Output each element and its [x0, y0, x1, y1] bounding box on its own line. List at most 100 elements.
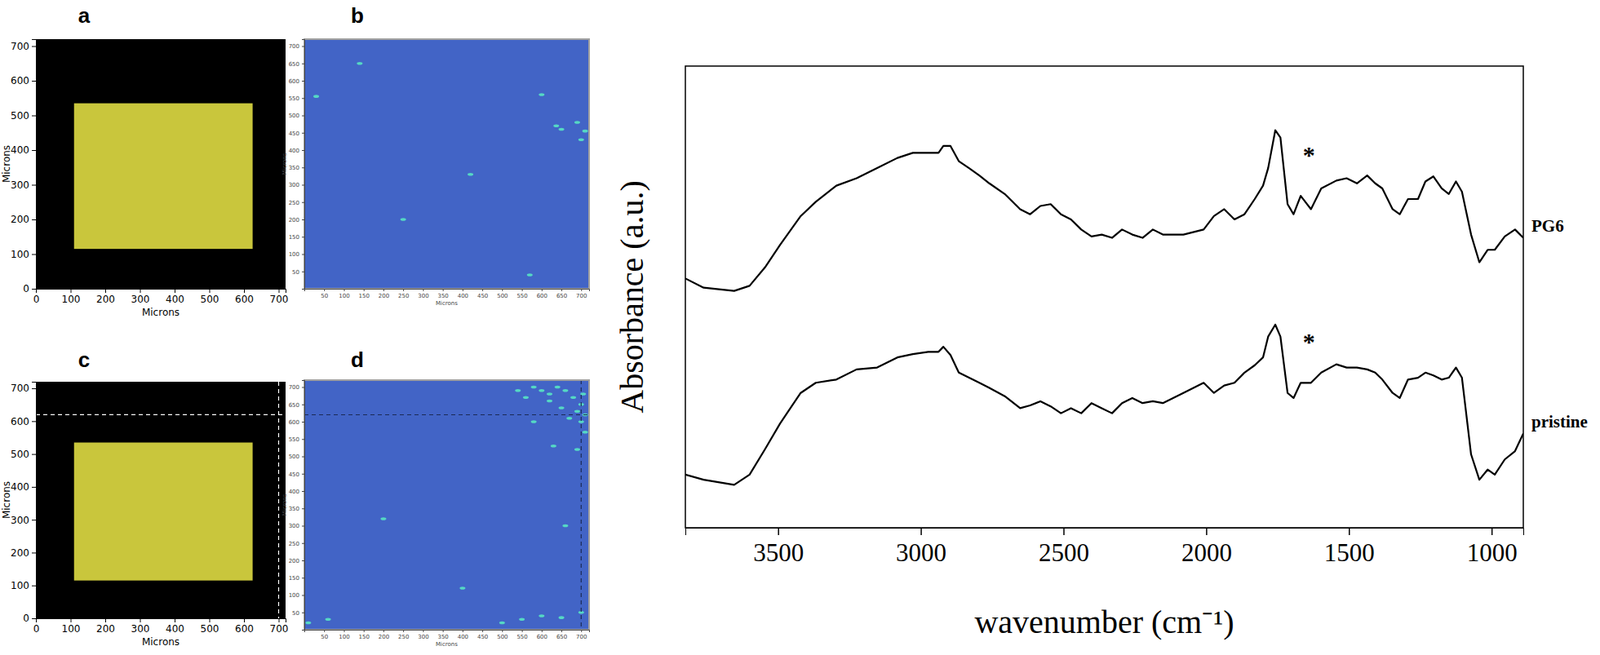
- tick-mark: [31, 552, 36, 554]
- tick-label: 250: [288, 540, 300, 547]
- tick: 500: [288, 453, 305, 461]
- tick-label: 500: [496, 633, 508, 641]
- axis-line: [305, 630, 590, 634]
- axis-xticks: 0100200300400500600700: [33, 618, 289, 635]
- tick: 200: [378, 629, 390, 641]
- tick-label: 700: [270, 623, 289, 635]
- tick-mark: [209, 288, 211, 293]
- tick-mark: [301, 474, 305, 475]
- tick: 700: [288, 384, 305, 391]
- tick-label: 350: [437, 633, 448, 641]
- tick-label: 700: [288, 43, 300, 50]
- axis-line: [36, 289, 287, 294]
- tick-label: 200: [378, 633, 390, 641]
- cursor-horizontal: [35, 414, 286, 416]
- tick-label: 600: [234, 293, 254, 306]
- tick: 50: [320, 629, 328, 641]
- tick-label: 350: [288, 164, 300, 172]
- tick-label: 550: [516, 633, 528, 641]
- tick-mark: [31, 487, 36, 488]
- tick-mark: [243, 288, 245, 293]
- tick-mark: [301, 271, 305, 273]
- tick-mark: [541, 629, 543, 633]
- spot: [550, 444, 557, 448]
- tick-label: 700: [10, 40, 30, 53]
- tick-mark: [31, 618, 36, 620]
- tick: 300: [131, 288, 151, 306]
- tick-mark: [301, 612, 305, 614]
- axis-yticks: 5010015020025030035040045050055060065070…: [288, 39, 306, 290]
- tick-label: 350: [437, 292, 448, 300]
- axis-xticks: 350030002500200015001000: [686, 527, 1525, 568]
- tick-label: 1000: [1467, 538, 1518, 568]
- tick-mark: [31, 421, 36, 422]
- tick-label: 200: [288, 217, 300, 224]
- tick-label: 650: [288, 401, 300, 408]
- tick-label: 450: [477, 633, 488, 641]
- tick-label: 550: [288, 95, 300, 102]
- tick: 300: [288, 522, 305, 530]
- spot: [582, 430, 589, 435]
- plot-area: [304, 380, 590, 630]
- tick-label: 250: [288, 199, 300, 206]
- tick-label: 100: [338, 292, 350, 300]
- tick: 650: [288, 60, 305, 67]
- tick-label: 2500: [1038, 538, 1090, 568]
- tick: 100: [62, 618, 81, 635]
- tick: 200: [288, 558, 305, 565]
- tick-label: 250: [398, 292, 409, 300]
- tick-mark: [1491, 527, 1494, 536]
- tick-mark: [301, 560, 305, 562]
- tick: 600: [10, 416, 36, 428]
- axis-line: [305, 289, 590, 293]
- tick-mark: [301, 97, 305, 99]
- tick-mark: [383, 288, 385, 292]
- tick-mark: [279, 618, 280, 623]
- tick-label: 200: [96, 293, 116, 306]
- tick-label: 400: [165, 293, 185, 306]
- tick-mark: [301, 167, 305, 169]
- tick: 350: [437, 288, 448, 300]
- spot: [558, 128, 565, 132]
- spot: [305, 621, 311, 625]
- background: [0, 0, 1600, 655]
- tick-mark: [777, 527, 780, 536]
- axis-xticks: 5010015020025030035040045050055060065070…: [305, 288, 590, 300]
- tick: 100: [10, 248, 36, 261]
- tick: 550: [288, 95, 305, 102]
- tick-label: 350: [288, 505, 300, 513]
- annotation: *: [1303, 327, 1316, 355]
- cursor-vertical: [580, 380, 582, 630]
- tick: 300: [10, 179, 36, 191]
- tick-mark: [323, 629, 325, 633]
- tick-label: 550: [516, 292, 528, 300]
- tick-label: 250: [398, 633, 409, 641]
- tick: 400: [10, 144, 36, 156]
- tick-mark: [403, 288, 404, 292]
- spot: [514, 389, 521, 393]
- tick-mark: [31, 288, 36, 290]
- tick-label: 0: [22, 612, 30, 625]
- tick: 100: [288, 592, 305, 599]
- spot: [313, 94, 320, 98]
- map-background: [304, 39, 590, 289]
- tick-mark: [383, 629, 385, 633]
- tick-mark: [31, 454, 36, 456]
- tick: 400: [457, 629, 469, 641]
- tick: 50: [292, 268, 305, 275]
- axis-line: [31, 382, 37, 620]
- tick-label: 500: [288, 112, 300, 120]
- tick-label: 100: [288, 592, 300, 599]
- tick: 600: [536, 288, 548, 300]
- tick: 450: [288, 129, 305, 137]
- x-axis-title: Microns: [435, 641, 458, 648]
- y-axis-title: Microns: [0, 145, 13, 183]
- plot-frame: [685, 66, 1524, 528]
- tick-label: 500: [10, 110, 30, 122]
- tick: 250: [398, 629, 409, 641]
- tick: 150: [288, 575, 305, 582]
- spot: [546, 399, 553, 404]
- sample-region: [74, 443, 253, 581]
- tick: 0: [22, 612, 36, 625]
- tick-label: 400: [288, 147, 300, 155]
